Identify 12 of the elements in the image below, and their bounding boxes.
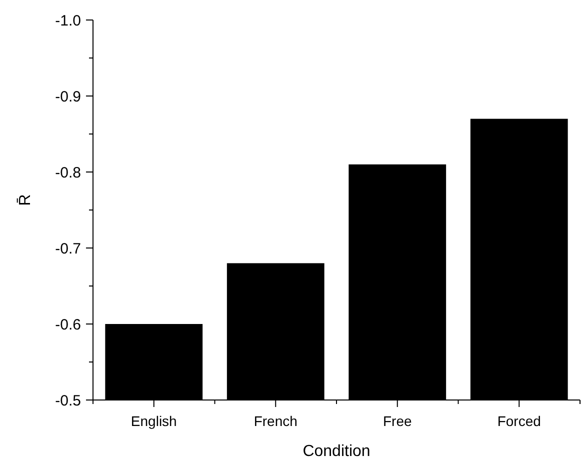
y-tick-label: -0.8 [55, 164, 81, 182]
y-tick-label: -1.0 [55, 12, 81, 30]
y-axis-title: R̄ [16, 194, 34, 206]
x-axis-title: Condition [302, 443, 370, 460]
x-tick-label: Free [382, 413, 412, 429]
x-tick-label: French [254, 413, 298, 429]
x-tick-label: English [130, 413, 177, 429]
y-tick-label: -0.9 [55, 88, 81, 106]
x-tick-label: Forced [497, 413, 541, 429]
y-tick-label: -0.6 [55, 316, 81, 334]
y-tick-label: -0.7 [55, 240, 81, 258]
y-tick-label: -0.5 [55, 392, 81, 410]
